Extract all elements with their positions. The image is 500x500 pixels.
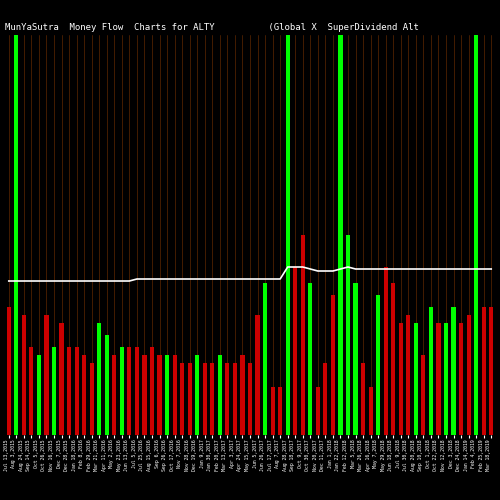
Bar: [112, 355, 116, 435]
Bar: [270, 387, 274, 435]
Bar: [384, 267, 388, 435]
Bar: [14, 35, 18, 435]
Bar: [286, 35, 290, 435]
Bar: [338, 215, 342, 435]
Bar: [263, 283, 267, 435]
Bar: [67, 347, 71, 435]
Bar: [226, 363, 230, 435]
Bar: [354, 283, 358, 435]
Bar: [466, 315, 470, 435]
Bar: [482, 307, 486, 435]
Bar: [436, 323, 440, 435]
Bar: [120, 347, 124, 435]
Bar: [398, 323, 403, 435]
Bar: [128, 347, 132, 435]
Bar: [256, 315, 260, 435]
Bar: [474, 295, 478, 435]
Bar: [210, 363, 214, 435]
Bar: [316, 387, 320, 435]
Bar: [300, 235, 305, 435]
Bar: [346, 235, 350, 435]
Bar: [414, 323, 418, 435]
Bar: [74, 347, 78, 435]
Bar: [452, 307, 456, 435]
Bar: [60, 323, 64, 435]
Bar: [158, 355, 162, 435]
Bar: [293, 267, 298, 435]
Bar: [188, 363, 192, 435]
Text: MunYaSutra  Money Flow  Charts for ALTY          (Global X  SuperDividend Alt: MunYaSutra Money Flow Charts for ALTY (G…: [5, 22, 419, 32]
Bar: [82, 355, 86, 435]
Bar: [459, 323, 463, 435]
Bar: [331, 295, 335, 435]
Bar: [248, 363, 252, 435]
Bar: [474, 35, 478, 435]
Bar: [90, 363, 94, 435]
Bar: [233, 363, 237, 435]
Bar: [361, 363, 365, 435]
Bar: [324, 363, 328, 435]
Bar: [30, 347, 34, 435]
Bar: [172, 355, 176, 435]
Bar: [14, 375, 18, 435]
Bar: [444, 323, 448, 435]
Bar: [165, 355, 169, 435]
Bar: [286, 283, 290, 435]
Bar: [489, 307, 494, 435]
Bar: [142, 355, 146, 435]
Bar: [22, 315, 26, 435]
Bar: [391, 283, 396, 435]
Bar: [104, 335, 109, 435]
Bar: [180, 363, 184, 435]
Bar: [218, 355, 222, 435]
Bar: [202, 363, 207, 435]
Bar: [240, 355, 244, 435]
Bar: [150, 347, 154, 435]
Bar: [135, 347, 139, 435]
Bar: [6, 307, 11, 435]
Bar: [97, 323, 102, 435]
Bar: [308, 283, 312, 435]
Bar: [429, 307, 433, 435]
Bar: [376, 295, 380, 435]
Bar: [338, 35, 342, 435]
Bar: [52, 347, 56, 435]
Bar: [368, 387, 372, 435]
Bar: [37, 355, 41, 435]
Bar: [44, 315, 48, 435]
Bar: [278, 387, 282, 435]
Bar: [406, 315, 410, 435]
Bar: [195, 355, 200, 435]
Bar: [422, 355, 426, 435]
